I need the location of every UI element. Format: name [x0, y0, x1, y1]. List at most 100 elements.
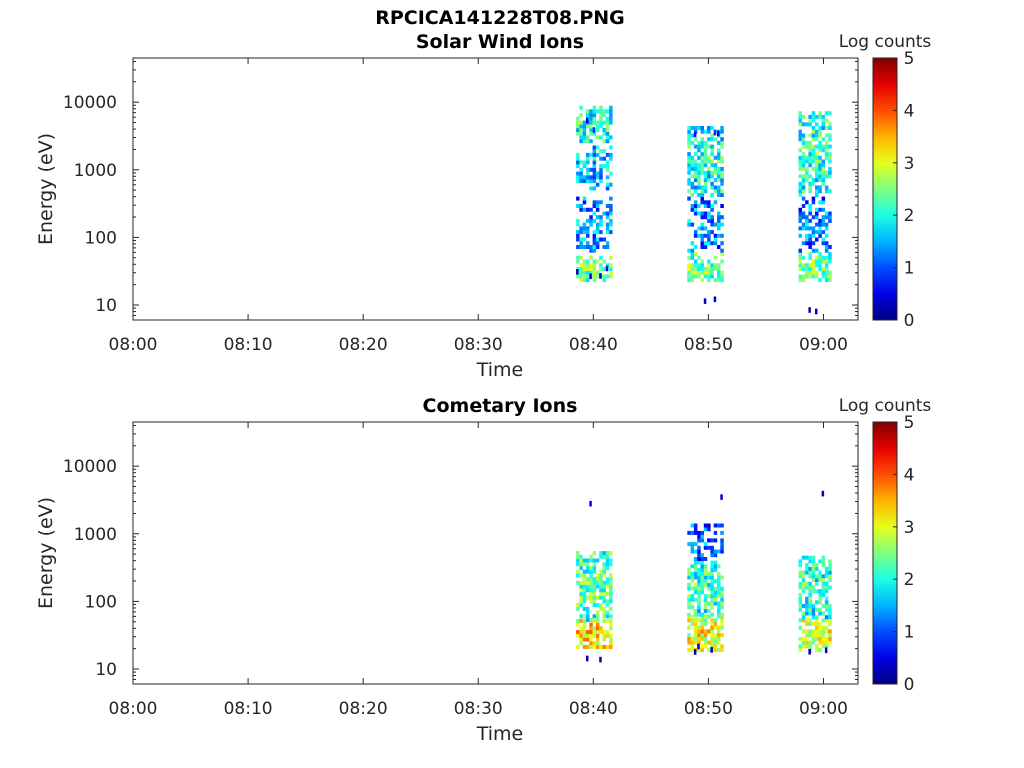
spectrogram-cell	[693, 530, 698, 535]
spectrogram-cell	[828, 252, 832, 257]
spectrogram-cell	[808, 155, 812, 160]
spectrogram-cell	[828, 633, 832, 638]
spectrogram-cell	[828, 585, 832, 590]
spectrogram-cell	[720, 259, 724, 264]
spectrogram-cell	[697, 178, 701, 183]
spectrogram-cell	[713, 263, 718, 268]
spectrogram-cell	[589, 255, 593, 260]
spectrogram-cell	[818, 189, 822, 194]
spectrogram-cell	[818, 252, 822, 257]
spectrogram-cell	[801, 185, 806, 190]
spectrogram-cell	[818, 148, 822, 153]
spectrogram-cell	[690, 278, 695, 283]
spectrogram-cell	[582, 577, 587, 582]
spectrogram-cell	[824, 140, 829, 145]
spectrogram-cell	[815, 274, 819, 279]
spectrogram-cell	[592, 218, 597, 223]
spectrogram-cell	[798, 137, 802, 142]
spectrogram-cell	[579, 603, 583, 608]
spectrogram-cell	[589, 554, 593, 559]
spectrogram-cell	[582, 222, 587, 227]
spectrogram-cell	[697, 612, 701, 617]
spectrogram-cell	[595, 637, 600, 642]
spectrogram-cell	[801, 189, 806, 194]
spectrogram-cell	[579, 274, 583, 279]
spectrogram-cell	[818, 578, 822, 582]
spectrogram-cell	[824, 270, 829, 275]
spectrogram-cell	[818, 622, 822, 626]
spectrogram-cell	[818, 129, 822, 134]
spectrogram-cell	[720, 545, 724, 550]
spectrogram-cell	[824, 248, 829, 253]
spectrogram-cell	[720, 222, 724, 227]
spectrogram-cell	[697, 643, 700, 650]
spectrogram-cell	[808, 152, 812, 157]
spectrogram-cell	[693, 274, 698, 279]
spectrogram-cell	[811, 148, 816, 153]
spectrogram-cell	[693, 178, 698, 183]
spectrogram-cell	[595, 630, 600, 635]
spectrogram-cell	[690, 155, 695, 160]
spectrogram-cell	[605, 186, 610, 191]
spectrogram-cell	[798, 604, 802, 609]
spectrogram-cell	[605, 551, 610, 556]
spectrogram-cell	[602, 554, 606, 559]
spectrogram-cell	[582, 226, 587, 231]
spectrogram-cell	[586, 655, 589, 662]
spectrogram-cell	[720, 129, 724, 134]
spectrogram-cell	[821, 578, 826, 582]
spectrogram-cell	[824, 118, 829, 123]
spectrogram-cell	[821, 241, 826, 246]
spectrogram-cell	[582, 558, 587, 563]
spectrogram-cell	[818, 218, 822, 223]
spectrogram-cell	[579, 175, 583, 180]
spectrogram-cell	[609, 207, 613, 212]
spectrogram-cell	[713, 222, 718, 227]
spectrogram-cell	[717, 218, 721, 223]
spectrogram-cell	[693, 189, 698, 194]
spectrogram-cell	[697, 204, 701, 208]
spectrogram-cell	[815, 166, 819, 171]
spectrogram-cell	[824, 185, 829, 190]
spectrogram-cell	[586, 595, 590, 600]
spectrogram-cell	[808, 133, 812, 138]
spectrogram-cell	[717, 601, 721, 606]
spectrogram-cell	[801, 636, 806, 641]
spectrogram-cell	[801, 274, 806, 279]
spectrogram-cell	[828, 604, 832, 609]
x-tick-label: 09:00	[799, 335, 848, 355]
spectrogram-cell	[808, 159, 812, 164]
spectrogram-cell	[801, 215, 806, 220]
spectrogram-cell	[579, 135, 583, 140]
spectrogram-cell	[687, 648, 691, 652]
spectrogram-cell	[798, 648, 802, 652]
spectrogram-cell	[602, 274, 606, 279]
spectrogram-cell	[697, 155, 701, 160]
spectrogram-cell	[805, 159, 809, 164]
spectrogram-cell	[798, 644, 802, 649]
spectrogram-cell	[605, 644, 610, 649]
spectrogram-cell	[815, 114, 819, 119]
spectrogram-cell	[821, 222, 826, 227]
spectrogram-cell	[798, 129, 802, 134]
spectrogram-cell	[824, 625, 829, 630]
spectrogram-cell	[586, 139, 590, 144]
spectrogram-cell	[815, 163, 819, 168]
spectrogram-cell	[687, 163, 691, 168]
spectrogram-cell	[609, 182, 613, 187]
spectrogram-cell	[687, 144, 691, 149]
spectrogram-cell	[700, 644, 704, 649]
spectrogram-cell	[693, 618, 698, 623]
spectrogram-cell	[710, 215, 714, 220]
spectrogram-cell	[713, 590, 718, 595]
spectrogram-cell	[815, 644, 819, 649]
spectrogram-cell	[824, 585, 829, 590]
spectrogram-cell	[703, 181, 708, 186]
spectrogram-cell	[595, 633, 600, 638]
spectrogram-cell	[798, 148, 802, 153]
spectrogram-cell	[700, 270, 704, 275]
spectrogram-cell	[713, 644, 718, 649]
spectrogram-cell	[824, 267, 829, 271]
spectrogram-cell	[576, 558, 580, 563]
spectrogram-cell	[693, 211, 698, 216]
